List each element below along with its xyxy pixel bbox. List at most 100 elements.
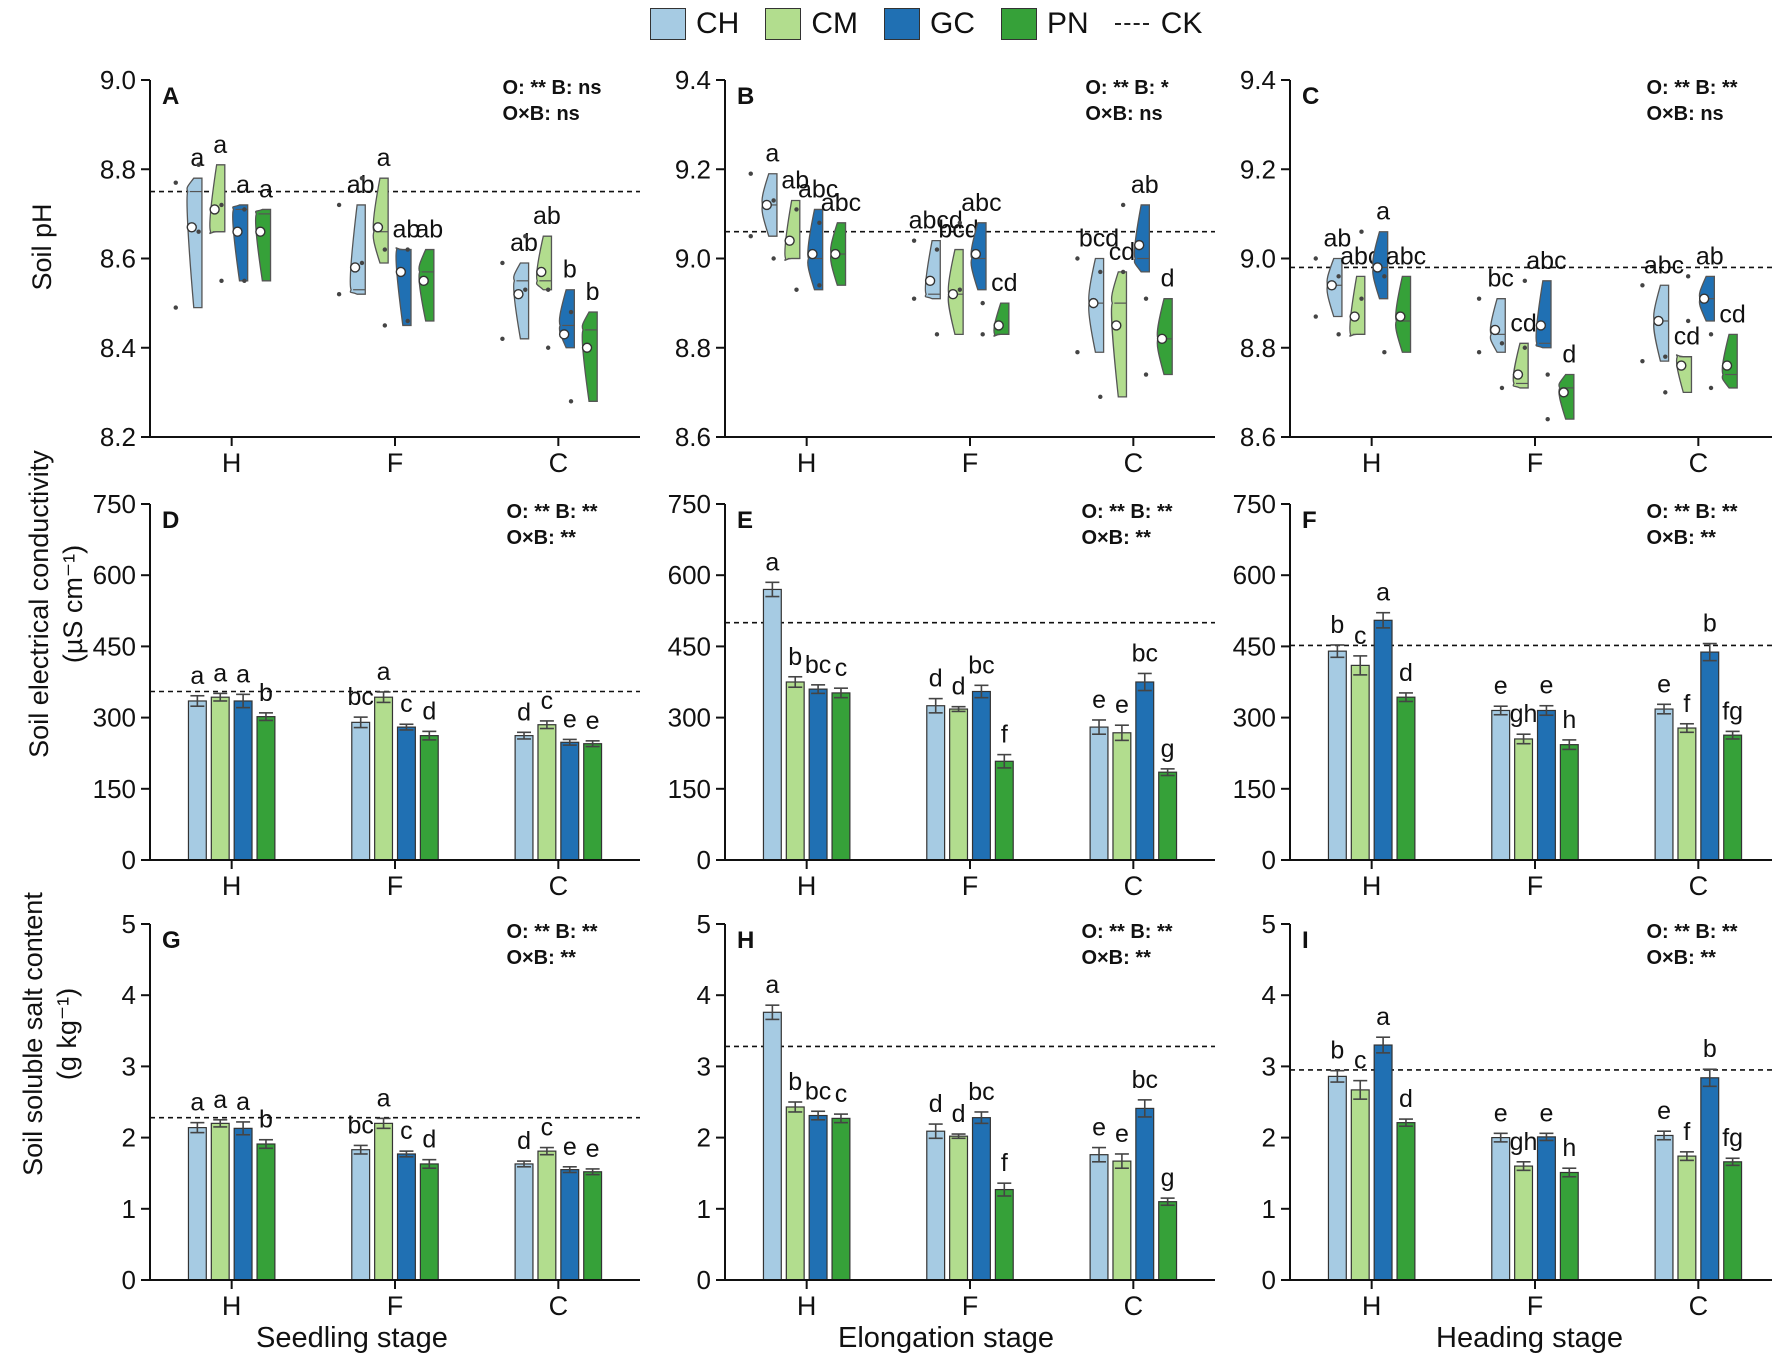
panel-b-pn-c-point-low — [1143, 372, 1149, 377]
panel-f-ch-c-bar — [1654, 708, 1674, 861]
panel-g-ch-h-significance-letter: a — [190, 1089, 204, 1117]
panel-i-ch-h-significance-letter: b — [1330, 1037, 1344, 1065]
y-tick-label-a: 8.8 — [100, 154, 136, 184]
y-tick-label-d: 150 — [93, 774, 136, 804]
panel-b-gc-c-significance-letter: ab — [1131, 171, 1159, 199]
panel-b-cm-c-significance-letter: cd — [1109, 238, 1135, 266]
panel-f-ec-heading: b e e c gh f a e b d h fg 0 150 300 450 600 750 H F C F O: ** … — [1233, 489, 1772, 901]
legend-dash-ck — [1114, 23, 1149, 25]
panel-e-gc-f-significance-letter: bc — [968, 651, 994, 679]
y-tick-label-h: 2 — [697, 1123, 711, 1153]
panel-b-ch-f-point-high — [911, 238, 917, 243]
panel-a-ch-c-point-low — [500, 336, 505, 342]
panel-i-pn-c-bar — [1723, 1161, 1743, 1281]
panel-d-pn-c-significance-letter: e — [586, 707, 600, 735]
panel-b-cm-c-mean-point — [1111, 320, 1122, 331]
panel-g-ch-f-significance-letter: bc — [347, 1111, 373, 1139]
panel-i-pn-f-significance-letter: h — [1562, 1134, 1576, 1162]
panel-i-cm-c-bar — [1677, 1155, 1697, 1281]
panel-h-cm-f-significance-letter: d — [952, 1100, 966, 1128]
ylabel-ph-text: Soil pH — [27, 203, 57, 291]
panel-b-pn-f-significance-letter: cd — [991, 269, 1017, 297]
panel-f-cm-h-significance-letter: c — [1354, 622, 1367, 650]
panel-e-cm-c-bar — [1112, 732, 1132, 861]
x-tick-label-e-f: F — [962, 871, 979, 901]
panel-a-ch-f-mean-point — [349, 262, 361, 273]
y-tick-label-b: 9.4 — [675, 65, 711, 95]
panel-c-gc-c-significance-letter: ab — [1696, 242, 1724, 270]
y-tick-label-d: 750 — [93, 489, 136, 519]
panel-c-cm-h-mean-point — [1349, 311, 1360, 322]
panel-b-pn-f-violin — [993, 302, 1010, 337]
stats-line1-a: O: ** B: ns — [503, 77, 602, 99]
panel-d-ch-c-bar — [514, 735, 534, 861]
stats-line2-e: O×B: ** — [1081, 527, 1151, 549]
panel-a-cm-f-point-high — [359, 175, 365, 181]
panel-c-cm-h-violin — [1349, 275, 1366, 337]
y-tick-label-e: 0 — [697, 845, 711, 875]
panel-e-cm-h-significance-letter: b — [788, 643, 802, 671]
panel-a-gc-c-point-low — [545, 345, 551, 350]
ylabel-ph: Soil pH — [25, 147, 59, 347]
panel-a-cm-h-significance-letter: a — [213, 131, 227, 159]
panel-a-pn-c-point-high — [568, 309, 574, 315]
panel-a-cm-h-violin — [209, 164, 226, 235]
panel-e-cm-f-significance-letter: d — [952, 673, 966, 701]
x-tick-label-b-c: C — [1124, 448, 1144, 478]
panel-c-pn-f-point-low — [1545, 416, 1550, 422]
panel-c-gc-f-mean-point — [1535, 320, 1547, 331]
panel-b-gc-f-point-low — [957, 287, 963, 292]
panel-a-ch-h-point-low — [173, 305, 178, 310]
stats-line2-d: O×B: ** — [506, 527, 576, 549]
y-tick-label-g: 0 — [122, 1265, 136, 1295]
panel-g-gc-c-significance-letter: e — [563, 1133, 577, 1161]
panel-i-pn-h-bar — [1396, 1122, 1416, 1281]
y-tick-label-b: 9.0 — [675, 244, 711, 274]
panel-h-pn-h-significance-letter: c — [835, 1080, 848, 1108]
panel-c-pn-f-point-high — [1545, 372, 1550, 377]
panel-h-ch-f-significance-letter: d — [929, 1090, 943, 1118]
y-tick-label-i: 0 — [1262, 1265, 1276, 1295]
legend-label-ch: CH — [696, 7, 740, 40]
panel-f-cm-h-bar — [1350, 664, 1370, 861]
x-tick-label-b-h: H — [797, 448, 817, 478]
panel-e-ch-h-significance-letter: a — [765, 548, 779, 576]
legend-label-gc: GC — [930, 7, 975, 40]
panel-i-pn-c-significance-letter: fg — [1722, 1124, 1743, 1152]
panel-g-gc-h-bar — [233, 1127, 253, 1281]
panel-letter-f: F — [1302, 507, 1317, 534]
panel-b-ch-h-significance-letter: a — [765, 140, 779, 168]
panel-a-gc-c-mean-point — [558, 329, 570, 340]
panel-a-gc-f-point-high — [382, 247, 388, 252]
panel-c-gc-f-point-high — [1522, 278, 1528, 284]
panel-c-ch-f-violin — [1489, 298, 1506, 353]
panel-h-cm-f-bar — [949, 1135, 969, 1281]
y-tick-label-i: 4 — [1262, 980, 1276, 1010]
panel-i-pn-f-bar — [1559, 1171, 1579, 1281]
panel-e-ch-c-significance-letter: e — [1092, 686, 1106, 714]
panel-c-cm-c-violin — [1675, 354, 1693, 394]
panel-a-cm-c-violin — [535, 235, 553, 291]
panel-a-gc-c-point-high — [545, 287, 551, 292]
panel-a-ch-c-violin — [513, 262, 530, 340]
panel-g-ch-h-bar — [187, 1127, 207, 1281]
panel-letter-d: D — [162, 507, 179, 534]
panel-i-pn-h-significance-letter: d — [1399, 1085, 1413, 1113]
panel-g-pn-f-bar — [419, 1163, 439, 1281]
panel-h-gc-c-significance-letter: bc — [1132, 1066, 1158, 1094]
panel-b-gc-h-point-high — [794, 207, 799, 212]
panel-c-ch-f-mean-point — [1489, 324, 1501, 336]
panel-i-gc-h-significance-letter: a — [1376, 1003, 1390, 1031]
panel-g-ch-c-significance-letter: d — [517, 1127, 531, 1155]
panel-i-gc-c-bar — [1700, 1077, 1720, 1281]
panel-b-pn-h-point-high — [817, 220, 822, 225]
stats-line1-d: O: ** B: ** — [506, 501, 597, 523]
panel-a-cm-h-point-low — [196, 229, 201, 234]
x-tick-label-i-f: F — [1527, 1291, 1544, 1321]
y-tick-label-e: 600 — [668, 560, 711, 590]
panel-g-gc-f-bar — [396, 1153, 416, 1281]
panel-a-pn-f-point-high — [405, 247, 410, 252]
